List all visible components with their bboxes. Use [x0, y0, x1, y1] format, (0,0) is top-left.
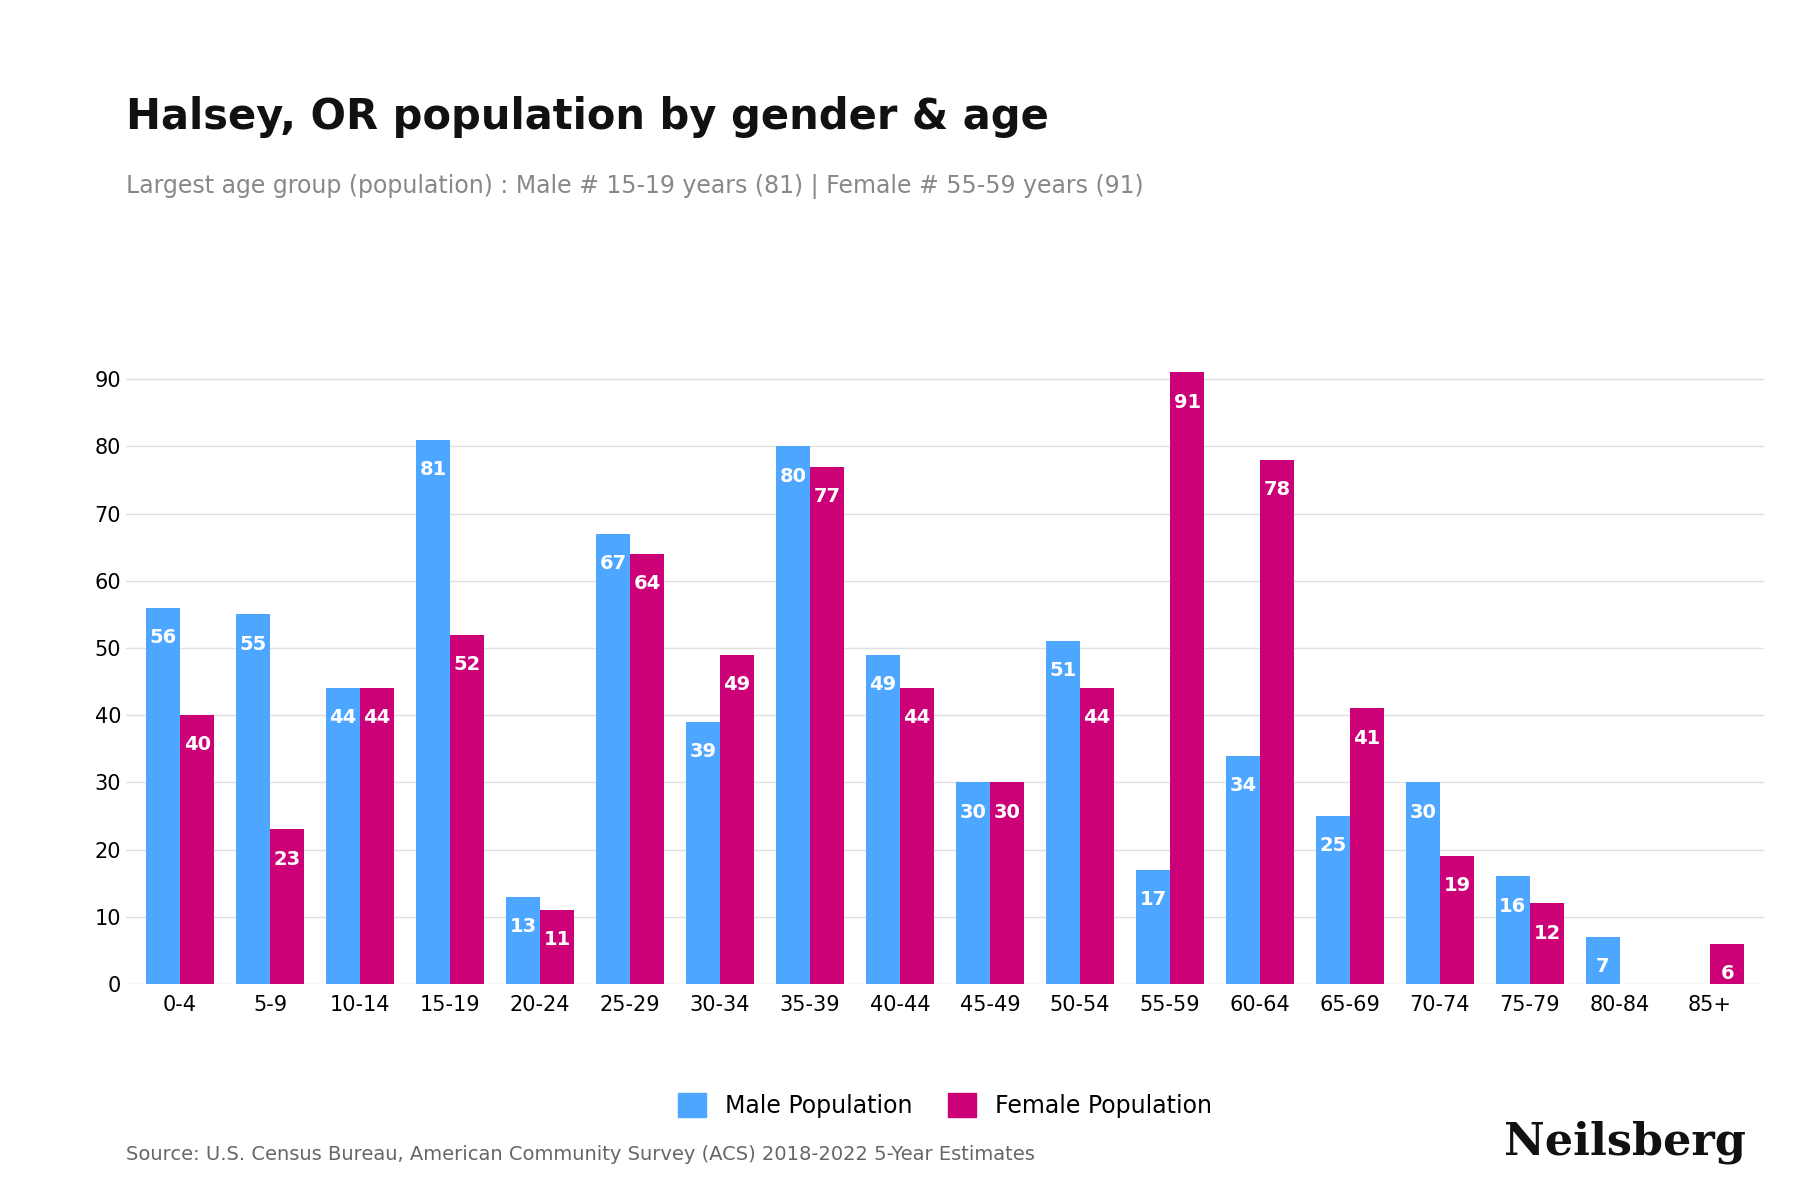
- Text: 64: 64: [634, 574, 661, 593]
- Bar: [1170, 372, 1204, 984]
- Text: Source: U.S. Census Bureau, American Community Survey (ACS) 2018-2022 5-Year Est: Source: U.S. Census Bureau, American Com…: [126, 1145, 1035, 1164]
- Text: 44: 44: [904, 708, 931, 727]
- Bar: [1496, 876, 1530, 984]
- Text: 23: 23: [274, 850, 301, 869]
- Text: 44: 44: [1084, 708, 1111, 727]
- Text: 30: 30: [959, 803, 986, 822]
- Text: 91: 91: [1174, 392, 1201, 412]
- Text: 81: 81: [419, 460, 446, 479]
- Bar: [1530, 904, 1564, 984]
- Bar: [990, 782, 1024, 984]
- Text: 40: 40: [184, 736, 211, 755]
- Text: 12: 12: [1534, 924, 1561, 942]
- Text: 19: 19: [1444, 876, 1471, 895]
- Text: 13: 13: [509, 917, 536, 936]
- Text: 25: 25: [1319, 836, 1346, 856]
- Bar: [1350, 708, 1384, 984]
- Text: 55: 55: [239, 635, 266, 654]
- Text: 11: 11: [544, 930, 571, 949]
- Text: 67: 67: [599, 554, 626, 572]
- Bar: [416, 439, 450, 984]
- Text: 30: 30: [994, 803, 1021, 822]
- Text: Largest age group (population) : Male # 15-19 years (81) | Female # 55-59 years : Largest age group (population) : Male # …: [126, 174, 1143, 199]
- Text: Halsey, OR population by gender & age: Halsey, OR population by gender & age: [126, 96, 1049, 138]
- Text: 49: 49: [724, 674, 751, 694]
- Text: 49: 49: [869, 674, 896, 694]
- Text: 51: 51: [1049, 661, 1076, 680]
- Bar: [866, 655, 900, 984]
- Bar: [1046, 641, 1080, 984]
- Text: 6: 6: [1721, 964, 1733, 983]
- Bar: [596, 534, 630, 984]
- Legend: Male Population, Female Population: Male Population, Female Population: [668, 1084, 1222, 1127]
- Text: 17: 17: [1139, 890, 1166, 908]
- Text: 7: 7: [1597, 958, 1609, 976]
- Bar: [776, 446, 810, 984]
- Bar: [180, 715, 214, 984]
- Bar: [900, 689, 934, 984]
- Bar: [1586, 937, 1620, 984]
- Bar: [506, 896, 540, 984]
- Bar: [1260, 460, 1294, 984]
- Bar: [270, 829, 304, 984]
- Text: 80: 80: [779, 467, 806, 486]
- Text: 44: 44: [364, 708, 391, 727]
- Text: 16: 16: [1499, 896, 1526, 916]
- Bar: [1136, 870, 1170, 984]
- Bar: [630, 554, 664, 984]
- Text: 52: 52: [454, 655, 481, 673]
- Bar: [450, 635, 484, 984]
- Bar: [540, 910, 574, 984]
- Bar: [1440, 857, 1474, 984]
- Text: 56: 56: [149, 628, 176, 647]
- Bar: [810, 467, 844, 984]
- Bar: [236, 614, 270, 984]
- Bar: [146, 607, 180, 984]
- Text: 44: 44: [329, 708, 356, 727]
- Bar: [1316, 816, 1350, 984]
- Text: 39: 39: [689, 742, 716, 761]
- Bar: [1080, 689, 1114, 984]
- Bar: [326, 689, 360, 984]
- Bar: [1406, 782, 1440, 984]
- Bar: [1226, 756, 1260, 984]
- Bar: [720, 655, 754, 984]
- Bar: [1710, 943, 1744, 984]
- Text: 30: 30: [1409, 803, 1436, 822]
- Text: 41: 41: [1354, 728, 1381, 748]
- Bar: [686, 722, 720, 984]
- Text: 78: 78: [1264, 480, 1291, 499]
- Bar: [360, 689, 394, 984]
- Text: 34: 34: [1229, 775, 1256, 794]
- Text: 77: 77: [814, 487, 841, 505]
- Bar: [956, 782, 990, 984]
- Text: Neilsberg: Neilsberg: [1505, 1121, 1746, 1164]
